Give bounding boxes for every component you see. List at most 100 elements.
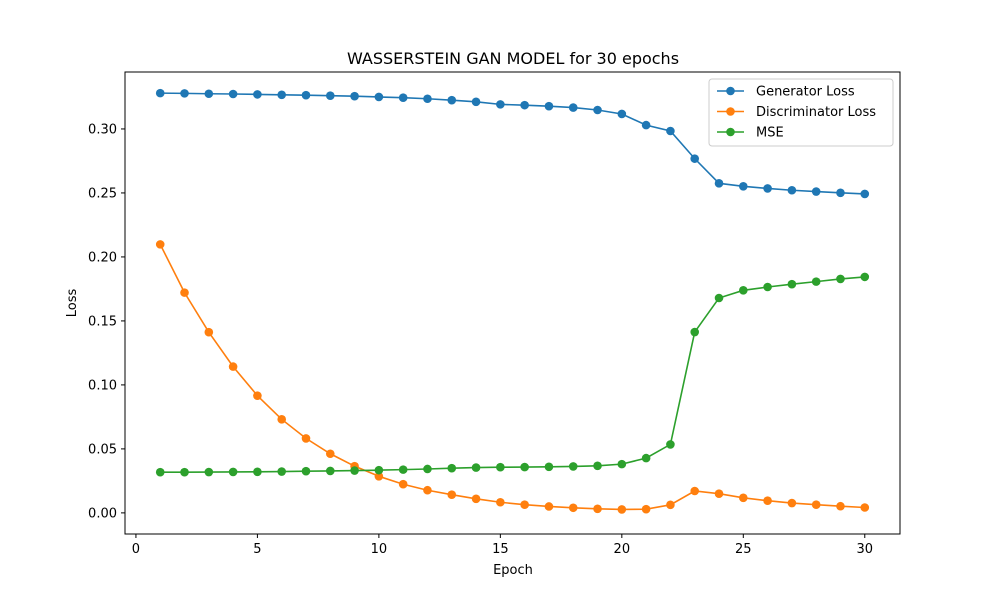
y-axis-ticks: 0.00 0.05 0.10 0.15 0.20 0.25 0.30 [88, 122, 125, 521]
data-point [763, 184, 772, 193]
data-point [228, 89, 238, 99]
data-point [423, 94, 432, 104]
data-point [253, 467, 262, 477]
data-point [301, 466, 311, 476]
legend-item: Generator Loss [717, 85, 855, 100]
data-point [593, 504, 602, 514]
chart-title: WASSERSTEIN GAN MODEL for 30 epochs [347, 49, 679, 68]
data-point [471, 463, 481, 472]
data-point [520, 100, 529, 110]
data-point [520, 462, 529, 472]
data-point [447, 463, 457, 473]
data-point [325, 449, 335, 459]
data-point [836, 274, 845, 284]
data-point [374, 471, 384, 481]
x-tick-label: 25 [735, 542, 752, 557]
data-point [836, 501, 845, 511]
data-point [811, 187, 821, 196]
y-tick-label: 0.00 [88, 506, 117, 521]
y-tick-label: 0.20 [88, 250, 117, 265]
x-tick-label: 0 [132, 542, 140, 557]
data-point [641, 453, 651, 463]
x-axis-label: Epoch [493, 563, 533, 578]
data-point [447, 95, 457, 105]
legend-swatch-marker [726, 86, 735, 96]
y-tick-label: 0.10 [88, 378, 117, 393]
data-point [204, 327, 214, 337]
data-point [277, 415, 287, 424]
data-point [690, 327, 700, 337]
data-point [204, 89, 214, 99]
data-point [520, 500, 529, 509]
legend-label: Generator Loss [756, 85, 855, 100]
y-axis-label: Loss [65, 289, 80, 318]
legend-swatch-marker [726, 127, 735, 137]
data-point [617, 109, 627, 119]
series-layer [155, 88, 870, 514]
data-point [593, 105, 602, 115]
data-point [568, 503, 578, 513]
x-tick-label: 20 [614, 542, 631, 557]
data-point [423, 464, 432, 474]
legend-item: Discriminator Loss [717, 105, 876, 120]
data-point [447, 490, 457, 500]
y-tick-label: 0.15 [88, 314, 117, 329]
x-axis-ticks: 0 5 10 15 20 25 30 [132, 534, 873, 557]
data-point [228, 467, 238, 477]
data-point [544, 502, 554, 511]
data-point [593, 461, 602, 471]
data-point [398, 479, 408, 489]
data-point [325, 466, 335, 476]
data-point [763, 282, 772, 292]
x-tick-label: 5 [253, 542, 261, 557]
data-point [714, 293, 724, 303]
data-point [666, 500, 675, 510]
data-point [496, 462, 505, 472]
data-point [738, 493, 748, 503]
data-point [666, 126, 675, 136]
legend-box [708, 78, 894, 147]
data-point [738, 181, 748, 191]
x-tick-label: 30 [856, 542, 873, 557]
data-point [253, 391, 262, 400]
x-tick-label: 15 [492, 542, 509, 557]
data-point [787, 185, 797, 195]
data-point [544, 462, 554, 472]
data-point [544, 101, 554, 111]
data-point [325, 91, 335, 100]
y-tick-label: 0.05 [88, 442, 117, 457]
data-point [690, 486, 700, 496]
legend: Generator Loss Discriminator Loss MSE [708, 78, 894, 147]
data-point [350, 466, 359, 475]
data-point [836, 188, 845, 198]
data-point [690, 154, 700, 163]
data-point [617, 459, 627, 469]
data-point [423, 485, 432, 495]
data-point [374, 92, 384, 102]
data-point [496, 100, 505, 109]
legend-swatch-marker [726, 107, 735, 116]
data-point [277, 90, 287, 100]
data-point [398, 93, 408, 103]
data-point [155, 88, 165, 98]
data-point [641, 504, 651, 514]
x-tick-label: 10 [371, 542, 388, 557]
series-mse [155, 272, 870, 477]
data-point [204, 467, 214, 477]
data-point [568, 462, 578, 471]
data-point [811, 500, 821, 509]
data-point [811, 277, 821, 286]
data-point [763, 496, 772, 506]
data-point [155, 467, 165, 477]
plot-area [125, 72, 900, 534]
data-point [787, 498, 797, 508]
data-point [666, 440, 675, 449]
legend-label: MSE [756, 126, 784, 141]
data-point [277, 467, 287, 476]
data-point [180, 288, 189, 297]
legend-item: MSE [717, 126, 784, 141]
data-point [301, 90, 311, 100]
data-point [568, 103, 578, 112]
data-point [228, 362, 238, 371]
